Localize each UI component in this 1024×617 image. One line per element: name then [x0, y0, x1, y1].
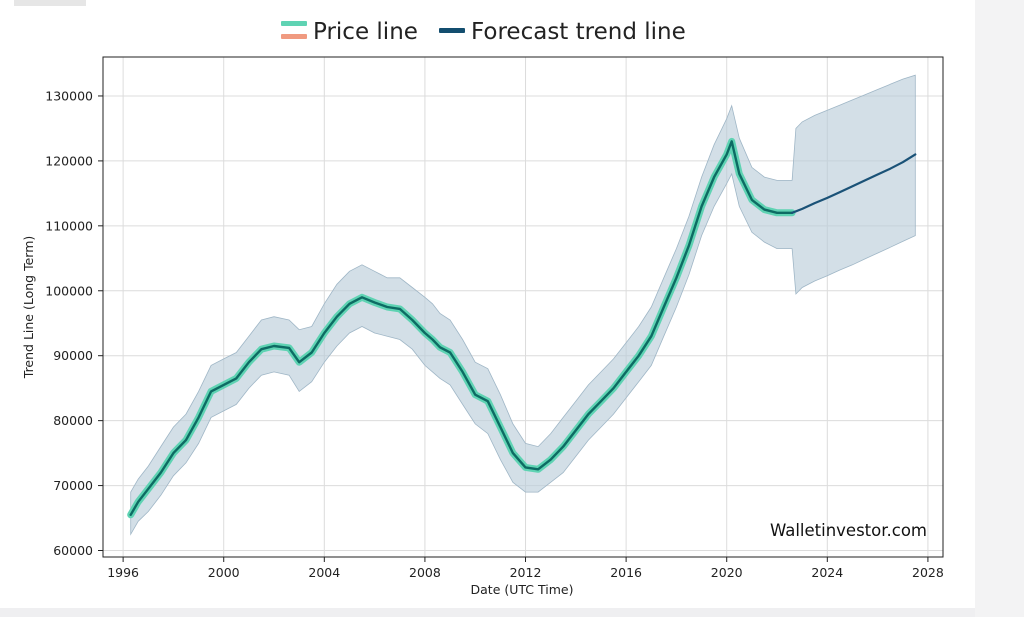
- y-tick-label: 60000: [53, 543, 93, 558]
- bottom-margin-strip: [0, 608, 975, 617]
- x-tick-label: 2004: [308, 565, 340, 580]
- y-tick-label: 70000: [53, 478, 93, 493]
- x-tick-label: 2000: [208, 565, 240, 580]
- legend: Price line Forecast trend line: [281, 19, 686, 45]
- y-tick-label: 130000: [45, 88, 93, 103]
- band-layer: [130, 74, 916, 536]
- forecast-trend-line-series: [791, 153, 917, 214]
- series-layer: [127, 137, 917, 519]
- x-tick-label: 2016: [610, 565, 642, 580]
- x-tick-label: 2012: [510, 565, 542, 580]
- legend-item-forecast-trend-line[interactable]: Forecast trend line: [439, 19, 686, 45]
- x-tick-label: 2020: [711, 565, 743, 580]
- legend-label-forecast-trend-line: Forecast trend line: [471, 19, 686, 45]
- watermark: Walletinvestor.com: [770, 521, 927, 540]
- x-axis-title: Date (UTC Time): [471, 582, 574, 597]
- legend-label-price-line: Price line: [313, 19, 418, 45]
- legend-swatch-price-teal: [281, 21, 307, 26]
- y-tick-label: 90000: [53, 348, 93, 363]
- price-line-core: [129, 140, 794, 516]
- y-tick-label: 100000: [45, 283, 93, 298]
- x-axis: 1996 2000 2004 2008 2012 2016 2020 2024 2028: [107, 557, 944, 580]
- y-tick-label: 120000: [45, 153, 93, 168]
- legend-swatch-forecast: [439, 28, 465, 33]
- legend-item-price-line[interactable]: Price line: [281, 19, 418, 45]
- x-tick-label: 2008: [409, 565, 441, 580]
- legend-swatch-price-salmon: [281, 34, 307, 39]
- y-tick-label: 110000: [45, 218, 93, 233]
- x-tick-label: 2028: [912, 565, 944, 580]
- plot-frame: [102, 56, 944, 558]
- y-axis-title: Trend Line (Long Term): [21, 236, 36, 379]
- y-tick-label: 80000: [53, 413, 93, 428]
- right-margin-strip: [975, 0, 1024, 617]
- confidence-band: [130, 74, 916, 536]
- x-tick-label: 2024: [811, 565, 843, 580]
- corner-tab: [14, 0, 86, 6]
- x-tick-label: 1996: [107, 565, 139, 580]
- y-axis: 60000 70000 80000 90000 100000 110000 120000 13…: [45, 88, 103, 558]
